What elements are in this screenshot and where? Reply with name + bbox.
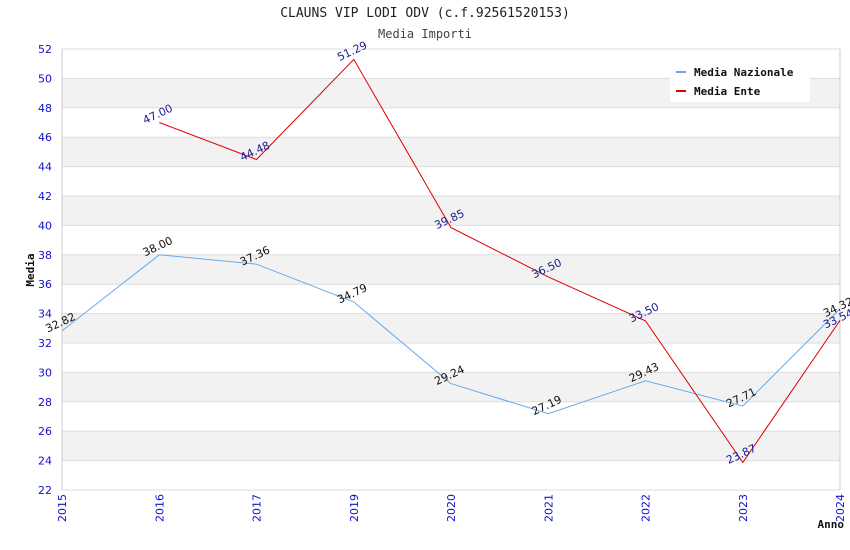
grid-band xyxy=(62,225,840,255)
x-tick-label: 2019 xyxy=(348,494,361,522)
x-tick-label: 2017 xyxy=(251,494,264,522)
series-lines xyxy=(61,58,841,464)
series-line-media-nazionale xyxy=(61,254,841,415)
grid-band xyxy=(62,196,840,226)
x-axis-title: Anno xyxy=(818,518,845,531)
legend-label-media-ente: Media Ente xyxy=(694,85,761,98)
grid-band xyxy=(62,313,840,343)
legend-box xyxy=(670,60,810,102)
y-tick-label: 22 xyxy=(38,484,52,497)
y-tick-label: 46 xyxy=(38,131,52,144)
y-tick-label: 38 xyxy=(38,249,52,262)
legend: Media Nazionale Media Ente xyxy=(670,60,810,102)
x-tick-label: 2024 xyxy=(834,494,847,522)
grid-band xyxy=(62,166,840,196)
y-tick-label: 42 xyxy=(38,190,52,203)
chart-subtitle: Media Importi xyxy=(378,27,472,41)
grid-band xyxy=(62,137,840,167)
grid-bands xyxy=(61,48,841,491)
y-tick-label: 40 xyxy=(38,219,52,232)
chart-title: CLAUNS VIP LODI ODV (c.f.92561520153) xyxy=(280,6,570,21)
grid-band xyxy=(62,401,840,432)
y-tick-label: 32 xyxy=(38,337,52,350)
x-tick-label: 2021 xyxy=(542,494,555,522)
x-tick-label: 2015 xyxy=(56,494,69,522)
grid-band xyxy=(62,107,840,138)
grid-band xyxy=(62,254,840,285)
x-tick-label: 2016 xyxy=(153,494,166,522)
x-tick-label: 2023 xyxy=(737,494,750,522)
y-tick-label: 28 xyxy=(38,396,52,409)
series-line-media-ente xyxy=(159,58,841,464)
grid-band xyxy=(62,460,840,490)
y-axis-title: Media xyxy=(24,253,37,286)
grid-band xyxy=(62,372,840,402)
y-tick-label: 48 xyxy=(38,102,52,115)
legend-label-media-nazionale: Media Nazionale xyxy=(694,66,794,79)
x-tick-label: 2022 xyxy=(640,494,653,522)
y-tick-label: 26 xyxy=(38,425,52,438)
y-tick-label: 30 xyxy=(38,366,52,379)
x-axis-ticks: 2015 2016 2017 2019 2020 2021 2022 2023 2024 xyxy=(56,494,847,522)
y-tick-label: 44 xyxy=(38,161,52,174)
y-tick-label: 34 xyxy=(38,308,52,321)
grid-band xyxy=(62,284,840,314)
y-tick-label: 50 xyxy=(38,72,52,85)
grid-band xyxy=(62,343,840,373)
y-tick-label: 24 xyxy=(38,455,52,468)
y-axis-ticks: 22 24 26 28 30 32 34 36 38 40 42 44 46 48 50 52 xyxy=(38,43,52,497)
x-tick-label: 2020 xyxy=(445,494,458,522)
y-tick-label: 36 xyxy=(38,278,52,291)
grid-band xyxy=(62,431,840,461)
y-tick-label: 52 xyxy=(38,43,52,56)
